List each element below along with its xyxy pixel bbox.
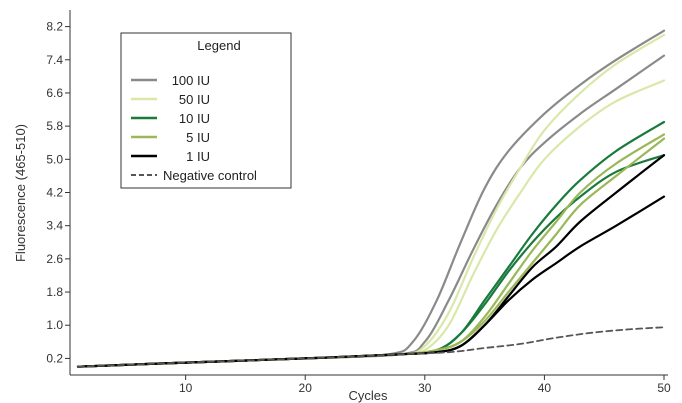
y-tick-label: 8.2 <box>46 20 63 34</box>
y-tick-label: 1.8 <box>46 285 63 299</box>
legend-label: 50 IU <box>179 92 210 107</box>
plot-area <box>76 29 666 368</box>
y-tick-label: 7.4 <box>46 53 63 67</box>
y-tick-label: 5.8 <box>46 119 63 133</box>
legend-label: 5 IU <box>186 130 210 145</box>
y-tick-label: 1.0 <box>46 318 63 332</box>
y-tick-label: 2.6 <box>46 252 63 266</box>
legend-title: Legend <box>197 38 240 53</box>
legend-box <box>120 32 292 189</box>
series-line-1-iu-9 <box>76 195 666 368</box>
axes: 0.2 1.0 1.8 2.6 3.4 4.2 5.0 5.8 6.6 7.4 8.2 10 20 30… <box>13 10 671 403</box>
x-tick-label: 50 <box>657 381 671 395</box>
legend-label: Negative control <box>163 168 257 183</box>
y-tick-label: 5.0 <box>46 152 63 166</box>
y-ticks: 0.2 1.0 1.8 2.6 3.4 4.2 5.0 5.8 6.6 7.4 8.2 <box>46 20 70 365</box>
y-axis-title: Fluorescence (465-510) <box>13 124 28 262</box>
y-tick-label: 3.4 <box>46 219 63 233</box>
x-tick-label: 20 <box>299 381 313 395</box>
y-tick-label: 0.2 <box>46 351 63 365</box>
legend-entries: 100 IU 50 IU 10 IU 5 IU 1 IU Negative control <box>131 73 257 183</box>
y-tick-label: 4.2 <box>46 186 63 200</box>
x-ticks: 10 20 30 40 50 <box>179 375 671 395</box>
x-axis-title: Cycles <box>348 388 388 403</box>
x-tick-label: 10 <box>179 381 193 395</box>
series-line-negative-control-10 <box>77 326 665 368</box>
legend-label: 10 IU <box>179 111 210 126</box>
legend-label: 1 IU <box>186 149 210 164</box>
x-tick-label: 30 <box>418 381 432 395</box>
legend: Legend 100 IU 50 IU 10 IU 5 IU 1 IU Negative … <box>120 32 292 189</box>
x-tick-label: 40 <box>538 381 552 395</box>
legend-label: 100 IU <box>172 73 210 88</box>
y-tick-label: 6.6 <box>46 86 63 100</box>
